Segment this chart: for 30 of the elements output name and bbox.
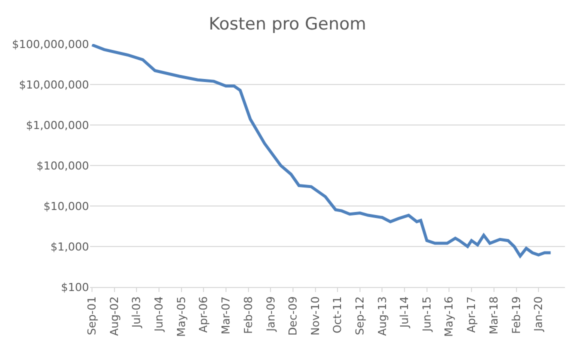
x-tick-label: Feb-19 [510,296,523,334]
x-tick-label: Aug-13 [376,296,389,336]
y-tick-label: $1,000,000 [26,118,89,132]
x-tick-label: Mar-18 [487,296,500,334]
line-series [90,44,552,258]
y-tick-label: $100,000,000 [12,38,89,51]
x-tick-label: Jan-20 [532,296,546,332]
x-tick-label: Jun-04 [152,296,166,333]
x-tick-label: Apr-06 [197,296,210,333]
y-tick-label: $100 [61,280,89,294]
x-tick-label: Nov-10 [308,296,322,336]
x-tick-label: Sep-12 [354,296,367,336]
x-tick-label: Dec-09 [286,296,300,336]
x-tick-label: Jul-14 [398,296,412,329]
x-tick-label: Aug-02 [108,296,121,336]
x-tick-label: Jan-09 [264,296,278,332]
x-tick-label: Feb-08 [242,296,255,334]
x-tick-label: Sep-01 [86,296,99,336]
x-tick-label: Jun-15 [420,296,434,333]
x-tick-label: Mar-07 [219,296,232,334]
x-tick-label: Jul-03 [130,296,144,329]
x-tick-label: May-05 [174,296,188,337]
x-tick-label: May-16 [442,296,456,337]
y-tick-label: $1,000 [50,240,89,254]
chart-title: Kosten pro Genom [208,14,366,34]
x-tick-label: Oct-11 [331,296,344,334]
x-tick-label: Apr-17 [465,296,478,333]
y-tick-label: $100,000 [36,159,89,172]
y-tick-label: $10,000,000 [19,78,89,92]
y-tick-label: $10,000 [44,200,89,213]
